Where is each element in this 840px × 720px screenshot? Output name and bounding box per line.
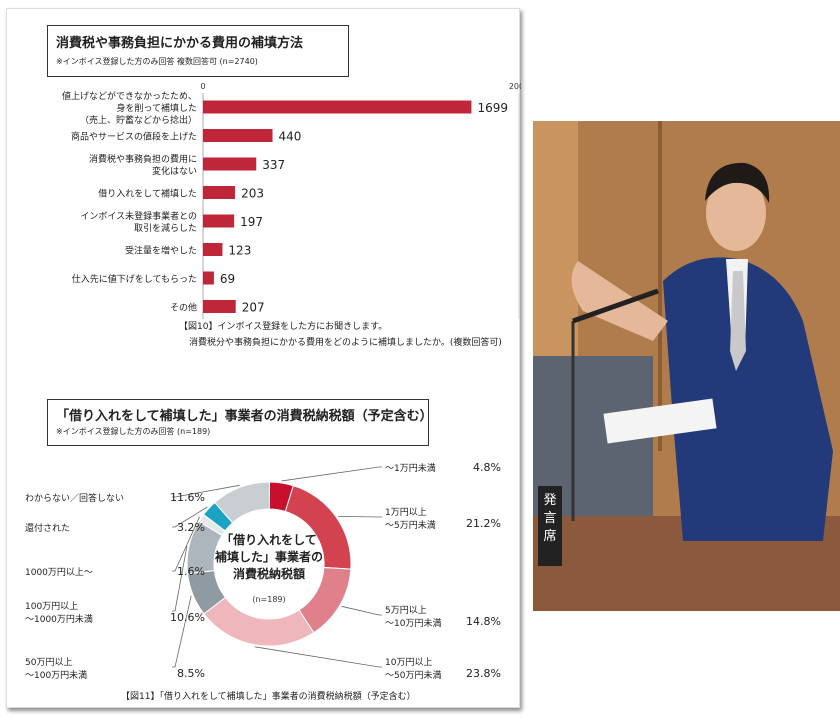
bar: [203, 129, 273, 142]
category-label: 取引を減らした: [134, 222, 197, 234]
category-label: 受注量を増やした: [125, 245, 197, 257]
nameplate-char-1: 発: [543, 493, 556, 508]
leader-line: [172, 484, 240, 498]
nameplate-char-3: 席: [543, 528, 556, 544]
leader-line: [341, 605, 382, 616]
bar: [203, 186, 236, 199]
donut-chart-title-box: 「借り入れをして補填した」事業者の消費税納税額（予定含む） ※インボイス登録した…: [47, 399, 433, 446]
category-label: 身を削って補填した: [116, 102, 197, 114]
leader-line: [172, 595, 192, 668]
bar: [203, 214, 235, 228]
bar: [203, 243, 223, 256]
donut-chart-title: 「借り入れをして補填した」事業者の消費税納税額（予定含む）: [56, 409, 433, 424]
data-label: 337: [262, 158, 285, 172]
speaker-illustration: 発 言 席: [533, 121, 840, 611]
slice-value-label: 4.8%: [473, 461, 501, 474]
data-label: 203: [241, 187, 264, 201]
bar-chart-title-box: 消費税や事務負担にかかる費用の補填方法 ※インボイス登録した方のみ回答 複数回答…: [47, 25, 349, 77]
tick-label: 2000: [509, 82, 521, 91]
slice-label: 還付された: [25, 522, 70, 534]
category-label: 商品やサービスの値段を上げた: [71, 131, 197, 143]
bar-chart: 0 2000 1699 値上げなどができなかったため、身を削って補填した（売上、貯蓄な…: [62, 82, 521, 319]
slice-label: ～10万円未満: [385, 617, 441, 629]
data-label: 440: [279, 130, 302, 144]
bar-chart-subtitle: ※インボイス登録した方のみ回答 複数回答可 (n=2740): [56, 57, 258, 66]
bar-chart-title: 消費税や事務負担にかかる費用の補填方法: [56, 36, 304, 51]
wall-seam: [658, 121, 662, 451]
bar-caption-line1: 【図10】インボイス登録をした方にお聞きします。: [179, 322, 388, 332]
slice-label: ～100万円未満: [25, 669, 87, 681]
document-page: 消費税や事務負担にかかる費用の補填方法 ※インボイス登録した方のみ回答 複数回答…: [6, 8, 521, 708]
slice-label: 10万円以上: [385, 657, 432, 668]
center-label: 消費税納税額: [233, 566, 305, 581]
bar: [203, 300, 236, 313]
category-label: （売上、貯蓄などから捻出）: [80, 114, 197, 126]
tick-label: 0: [200, 82, 205, 91]
category-label: 変化はない: [152, 165, 197, 177]
leader-line: [172, 546, 188, 612]
slice-label: 50万円以上: [25, 657, 72, 668]
donut-chart-subtitle: ※インボイス登録した方のみ回答 (n=189): [56, 427, 211, 436]
slice-label: 1000万円以上～: [25, 567, 93, 578]
data-label: 1699: [477, 101, 508, 115]
tie: [730, 271, 746, 371]
center-label: 「借り入れをして: [221, 532, 317, 547]
donut-chart: 「借り入れをして補填した」事業者の消費税納税額 (n=189) ～1万円未満 4.8%…: [25, 461, 501, 681]
slice-label: ～1000万円未満: [25, 613, 93, 625]
suit-jacket: [663, 257, 833, 541]
paper: [603, 398, 717, 444]
raised-hand: [571, 261, 668, 341]
photo-speaker: 発 言 席: [533, 121, 840, 611]
slice-value-label: 11.6%: [170, 491, 205, 504]
category-label: 借り入れをして補填した: [98, 188, 197, 200]
donut-caption: 【図11】「借り入れをして補填した」事業者の消費税納税額（予定含む）: [121, 692, 416, 702]
face: [706, 175, 766, 251]
slice-value-label: 23.8%: [466, 667, 501, 680]
hair: [705, 162, 770, 203]
leader-line: [172, 506, 208, 528]
slice-value-label: 8.5%: [177, 667, 205, 680]
slice-value-label: 1.6%: [177, 565, 205, 578]
data-label: 123: [228, 244, 251, 258]
donut-slice: [203, 596, 315, 647]
leader-line: [254, 646, 382, 668]
leader-line: [172, 516, 200, 572]
category-label: その他: [170, 302, 197, 314]
slice-label: わからない／回答しない: [25, 492, 124, 504]
bar-caption-line2: 消費税分や事務負担にかかる費用をどのように補填しましたか。(複数回答可): [189, 338, 502, 348]
center-label: 補填した」事業者の: [214, 549, 323, 564]
data-label: 197: [240, 215, 263, 229]
category-label: インボイス未登録事業者との: [80, 210, 197, 222]
slice-label: ～50万円未満: [385, 669, 441, 681]
nameplate: [538, 486, 562, 566]
nameplate-char-2: 言: [543, 511, 556, 526]
leader-line: [338, 515, 382, 518]
category-label: 消費税や事務負担の費用に: [89, 153, 197, 165]
slice-value-label: 14.8%: [466, 615, 501, 628]
slice-label: 1万円以上: [385, 507, 427, 518]
bar: [203, 271, 214, 285]
bar: [203, 157, 257, 171]
leader-line: [281, 466, 382, 482]
category-label: 仕入先に値下げをしてもらった: [72, 273, 197, 285]
category-label: 値上げなどができなかったため、: [62, 90, 197, 102]
slice-label: 100万円以上: [25, 601, 78, 612]
donut-slice: [214, 481, 271, 524]
data-label: 69: [220, 272, 235, 286]
slice-value-label: 21.2%: [466, 517, 501, 530]
center-n-label: (n=189): [252, 595, 285, 604]
slice-label: ～5万円未満: [385, 519, 436, 531]
slice-label: 5万円以上: [385, 605, 427, 616]
slice-value-label: 10.6%: [170, 611, 205, 624]
slice-value-label: 3.2%: [177, 521, 205, 534]
slice-label: ～1万円未満: [385, 462, 436, 474]
bar: [203, 100, 472, 114]
microphone: [572, 288, 659, 324]
data-label: 207: [242, 301, 265, 315]
